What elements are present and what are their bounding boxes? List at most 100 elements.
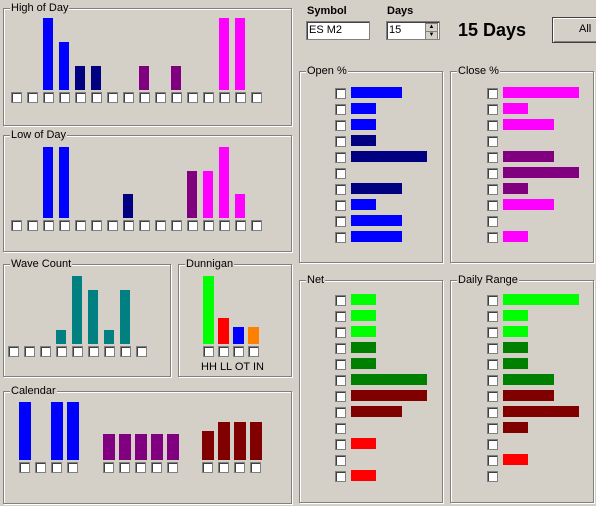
daily-range-checkbox[interactable] (487, 343, 498, 354)
net-checkbox[interactable] (335, 343, 346, 354)
calendar-moon-checkbox[interactable] (35, 462, 46, 473)
daily-range-checkbox[interactable] (487, 407, 498, 418)
high-of-day-checkbox[interactable] (251, 92, 262, 103)
open-pct-checkbox[interactable] (335, 104, 346, 115)
low-of-day-checkbox[interactable] (75, 220, 86, 231)
wave-count-checkbox[interactable] (40, 346, 51, 357)
high-of-day-checkbox[interactable] (43, 92, 54, 103)
daily-range-checkbox[interactable] (487, 311, 498, 322)
net-checkbox[interactable] (335, 391, 346, 402)
calendar-week-checkbox[interactable] (103, 462, 114, 473)
wave-count-checkbox[interactable] (56, 346, 67, 357)
dunnigan-checkbox[interactable] (218, 346, 229, 357)
calendar-day-checkbox[interactable] (202, 462, 213, 473)
close-pct-checkbox[interactable] (487, 216, 498, 227)
high-of-day-checkbox[interactable] (123, 92, 134, 103)
low-of-day-checkbox[interactable] (107, 220, 118, 231)
open-pct-checkbox[interactable] (335, 184, 346, 195)
daily-range-checkbox[interactable] (487, 375, 498, 386)
close-pct-checkbox[interactable] (487, 168, 498, 179)
calendar-moon-checkbox[interactable] (19, 462, 30, 473)
dunnigan-checkbox[interactable] (203, 346, 214, 357)
symbol-input[interactable]: ES M2 (306, 21, 370, 40)
wave-count-checkbox[interactable] (24, 346, 35, 357)
high-of-day-checkbox[interactable] (219, 92, 230, 103)
wave-count-checkbox[interactable] (8, 346, 19, 357)
high-of-day-checkbox[interactable] (107, 92, 118, 103)
high-of-day-checkbox[interactable] (155, 92, 166, 103)
calendar-day-checkbox[interactable] (218, 462, 229, 473)
high-of-day-checkbox[interactable] (171, 92, 182, 103)
low-of-day-checkbox[interactable] (219, 220, 230, 231)
net-checkbox[interactable] (335, 423, 346, 434)
open-pct-checkbox[interactable] (335, 200, 346, 211)
close-pct-checkbox[interactable] (487, 120, 498, 131)
close-pct-checkbox[interactable] (487, 136, 498, 147)
calendar-moon-checkbox[interactable] (67, 462, 78, 473)
days-input[interactable]: 15 ▲ ▼ (386, 21, 440, 40)
low-of-day-checkbox[interactable] (91, 220, 102, 231)
low-of-day-checkbox[interactable] (155, 220, 166, 231)
low-of-day-checkbox[interactable] (171, 220, 182, 231)
low-of-day-checkbox[interactable] (235, 220, 246, 231)
daily-range-checkbox[interactable] (487, 439, 498, 450)
high-of-day-checkbox[interactable] (91, 92, 102, 103)
low-of-day-checkbox[interactable] (27, 220, 38, 231)
open-pct-checkbox[interactable] (335, 216, 346, 227)
dunnigan-checkbox[interactable] (233, 346, 244, 357)
dunnigan-checkbox[interactable] (248, 346, 259, 357)
daily-range-checkbox[interactable] (487, 455, 498, 466)
net-checkbox[interactable] (335, 455, 346, 466)
calendar-day-checkbox[interactable] (234, 462, 245, 473)
wave-count-checkbox[interactable] (120, 346, 131, 357)
calendar-week-checkbox[interactable] (119, 462, 130, 473)
high-of-day-checkbox[interactable] (75, 92, 86, 103)
open-pct-checkbox[interactable] (335, 232, 346, 243)
close-pct-checkbox[interactable] (487, 184, 498, 195)
low-of-day-checkbox[interactable] (203, 220, 214, 231)
daily-range-checkbox[interactable] (487, 391, 498, 402)
wave-count-checkbox[interactable] (72, 346, 83, 357)
calendar-week-checkbox[interactable] (167, 462, 178, 473)
daily-range-checkbox[interactable] (487, 295, 498, 306)
calendar-moon-checkbox[interactable] (51, 462, 62, 473)
wave-count-checkbox[interactable] (136, 346, 147, 357)
low-of-day-checkbox[interactable] (251, 220, 262, 231)
open-pct-checkbox[interactable] (335, 168, 346, 179)
all-button[interactable]: All (552, 17, 596, 43)
spin-down-icon[interactable]: ▼ (425, 31, 438, 40)
high-of-day-checkbox[interactable] (11, 92, 22, 103)
wave-count-checkbox[interactable] (88, 346, 99, 357)
net-checkbox[interactable] (335, 327, 346, 338)
wave-count-checkbox[interactable] (104, 346, 115, 357)
close-pct-checkbox[interactable] (487, 88, 498, 99)
low-of-day-checkbox[interactable] (139, 220, 150, 231)
open-pct-checkbox[interactable] (335, 136, 346, 147)
open-pct-checkbox[interactable] (335, 152, 346, 163)
high-of-day-checkbox[interactable] (27, 92, 38, 103)
daily-range-checkbox[interactable] (487, 423, 498, 434)
close-pct-checkbox[interactable] (487, 232, 498, 243)
high-of-day-checkbox[interactable] (139, 92, 150, 103)
daily-range-checkbox[interactable] (487, 471, 498, 482)
net-checkbox[interactable] (335, 295, 346, 306)
high-of-day-checkbox[interactable] (203, 92, 214, 103)
daily-range-checkbox[interactable] (487, 359, 498, 370)
net-checkbox[interactable] (335, 407, 346, 418)
open-pct-checkbox[interactable] (335, 120, 346, 131)
net-checkbox[interactable] (335, 471, 346, 482)
net-checkbox[interactable] (335, 375, 346, 386)
net-checkbox[interactable] (335, 439, 346, 450)
daily-range-checkbox[interactable] (487, 327, 498, 338)
net-checkbox[interactable] (335, 311, 346, 322)
close-pct-checkbox[interactable] (487, 200, 498, 211)
calendar-week-checkbox[interactable] (135, 462, 146, 473)
low-of-day-checkbox[interactable] (43, 220, 54, 231)
close-pct-checkbox[interactable] (487, 152, 498, 163)
low-of-day-checkbox[interactable] (123, 220, 134, 231)
open-pct-checkbox[interactable] (335, 88, 346, 99)
high-of-day-checkbox[interactable] (59, 92, 70, 103)
low-of-day-checkbox[interactable] (187, 220, 198, 231)
close-pct-checkbox[interactable] (487, 104, 498, 115)
net-checkbox[interactable] (335, 359, 346, 370)
